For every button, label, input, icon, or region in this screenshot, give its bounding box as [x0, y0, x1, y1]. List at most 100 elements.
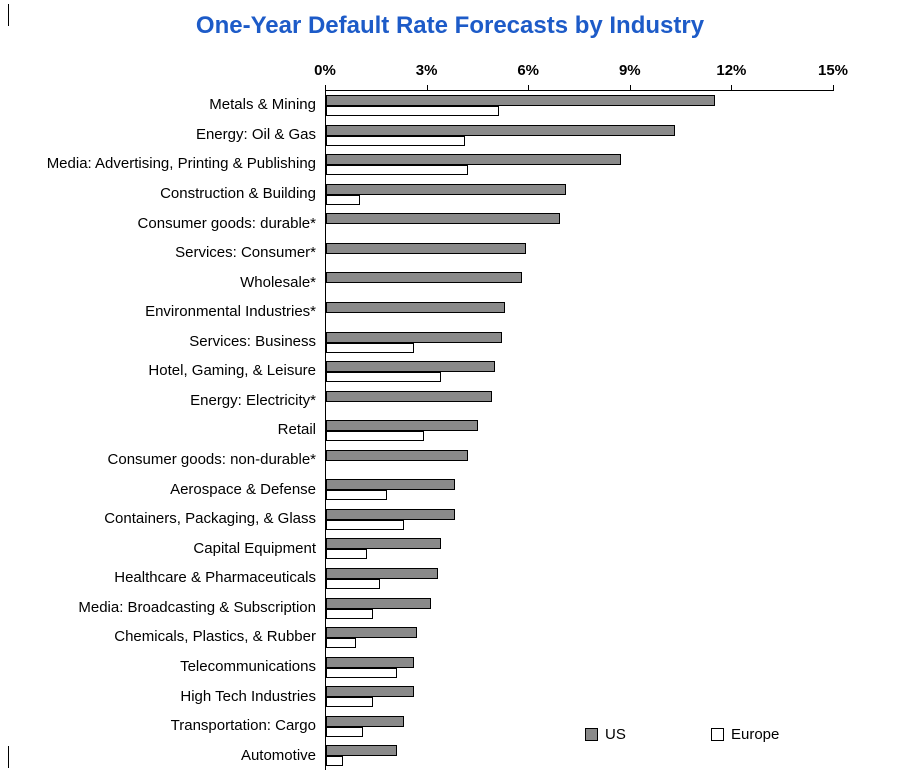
bar-group: [325, 652, 834, 682]
y-axis-line: [325, 90, 326, 770]
bar-group: [325, 208, 834, 238]
bar-group: [325, 327, 834, 357]
us-bar: [326, 154, 621, 166]
europe-bar: [326, 372, 442, 383]
x-axis-tick-mark: [731, 85, 733, 90]
category-label: Services: Consumer*: [175, 244, 316, 262]
bar-group: [325, 356, 834, 386]
x-axis-tick-label: 6%: [517, 62, 540, 79]
europe-bar: [326, 579, 381, 589]
us-bar: [326, 479, 455, 491]
x-axis-tick-labels: 0% 3% 6% 9% 12% 15%: [314, 62, 848, 82]
bar-group: [325, 386, 834, 416]
category-label: Services: Business: [189, 332, 316, 350]
us-bar: [326, 95, 716, 106]
x-axis-line: [325, 85, 834, 91]
chart-row: Energy: Electricity*: [0, 386, 900, 416]
europe-bar: [326, 638, 357, 649]
bar-group: [325, 681, 834, 711]
europe-bar: [326, 756, 343, 767]
us-bar: [326, 242, 526, 254]
chart-row: Automotive: [0, 740, 900, 770]
us-bar: [326, 627, 418, 639]
europe-bar: [326, 519, 404, 530]
europe-bar: [326, 667, 398, 678]
chart-rows: Metals & Mining Energy: Oil & Gas Media: A…: [0, 90, 900, 770]
chart-row: Services: Consumer*: [0, 238, 900, 268]
x-axis-tick-label: 3%: [415, 62, 438, 79]
us-bar: [326, 301, 506, 313]
crop-mark-bottom: [8, 746, 9, 768]
bar-group: [325, 149, 834, 179]
us-bar: [326, 361, 496, 373]
chart-row: Containers, Packaging, & Glass: [0, 504, 900, 534]
bar-group: [325, 533, 834, 563]
legend-item-us: US: [585, 726, 626, 743]
europe-bar: [326, 194, 360, 205]
bar-group: [325, 711, 834, 741]
chart-row: Consumer goods: non-durable*: [0, 445, 900, 475]
bar-group: [325, 504, 834, 534]
category-label: Capital Equipment: [193, 539, 316, 557]
europe-bar: [326, 726, 364, 737]
chart-row: High Tech Industries: [0, 681, 900, 711]
category-label: Consumer goods: durable*: [137, 214, 316, 232]
category-label: Energy: Oil & Gas: [195, 125, 316, 143]
europe-bar: [326, 490, 387, 501]
chart-row: Transportation: Cargo: [0, 711, 900, 741]
category-label: Healthcare & Pharmaceuticals: [114, 569, 316, 587]
us-bar: [326, 568, 438, 579]
x-axis-tick-label: 0%: [314, 62, 336, 79]
x-axis-tick-label: 15%: [817, 62, 849, 79]
chart-row: Wholesale*: [0, 267, 900, 297]
chart-row: Aerospace & Defense: [0, 474, 900, 504]
x-axis-tick-mark: [833, 85, 834, 90]
legend-item-europe: Europe: [711, 726, 779, 743]
europe-bar: [326, 342, 415, 353]
category-label: Environmental Industries*: [145, 303, 316, 321]
us-bar: [326, 538, 442, 550]
bar-group: [325, 593, 834, 623]
chart-title: One-Year Default Rate Forecasts by Indus…: [195, 12, 705, 39]
us-bar: [326, 656, 415, 668]
us-legend-label: US: [605, 726, 626, 743]
us-bar: [326, 420, 479, 432]
chart-row: Services: Business: [0, 327, 900, 357]
europe-bar: [326, 608, 374, 619]
category-label: Media: Broadcasting & Subscription: [78, 598, 316, 616]
category-label: Telecommunications: [180, 657, 316, 675]
europe-bar: [326, 135, 465, 146]
us-bar: [326, 686, 415, 698]
chart-row: Capital Equipment: [0, 533, 900, 563]
chart-row: Hotel, Gaming, & Leisure: [0, 356, 900, 386]
chart-row: Healthcare & Pharmaceuticals: [0, 563, 900, 593]
us-bar: [326, 715, 404, 727]
bar-group: [325, 622, 834, 652]
bar-group: [325, 563, 834, 593]
europe-bar: [326, 106, 499, 116]
chart-row: Construction & Building: [0, 179, 900, 209]
europe-legend-swatch: [711, 728, 724, 741]
chart-row: Media: Advertising, Printing & Publishin…: [0, 149, 900, 179]
us-bar: [326, 213, 560, 225]
us-bar: [326, 449, 469, 461]
europe-bar: [326, 549, 367, 560]
chart-row: Energy: Oil & Gas: [0, 120, 900, 150]
x-axis-tick-mark: [325, 85, 326, 90]
category-label: Media: Advertising, Printing & Publishin…: [46, 155, 316, 173]
us-bar: [326, 124, 675, 136]
us-bar: [326, 331, 503, 343]
category-label: Hotel, Gaming, & Leisure: [148, 362, 316, 380]
bar-group: [325, 238, 834, 268]
us-bar: [326, 390, 492, 402]
x-axis-tick-label: 12%: [716, 62, 747, 79]
x-axis-tick-mark: [528, 85, 530, 90]
chart-row: Telecommunications: [0, 652, 900, 682]
x-axis-tick-mark: [426, 85, 428, 90]
bar-group: [325, 179, 834, 209]
category-label: Construction & Building: [160, 184, 316, 202]
europe-bar: [326, 697, 374, 708]
us-bar: [326, 597, 431, 609]
us-bar: [326, 183, 567, 195]
